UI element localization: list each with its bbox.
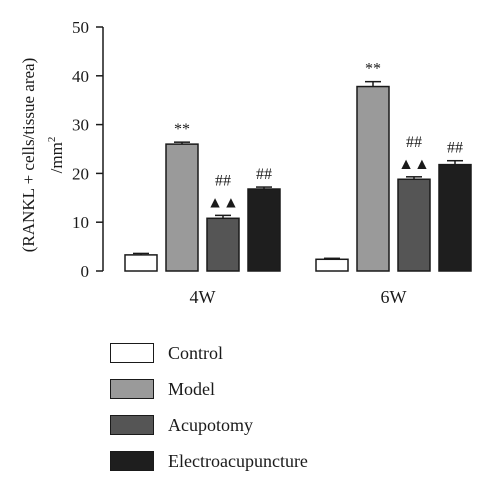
- significance-marker: ##: [215, 172, 231, 189]
- significance-marker: ##: [447, 140, 463, 157]
- y-tick-label: 0: [81, 262, 90, 281]
- y-tick-label: 10: [72, 213, 89, 232]
- legend-label: Control: [168, 342, 224, 363]
- legend-label: Model: [168, 378, 215, 399]
- significance-marker: ▲▲: [207, 194, 239, 211]
- bar-electroacupuncture-6w: [438, 163, 472, 272]
- y-tick-label: 30: [72, 116, 89, 135]
- legend-item: Model: [110, 371, 308, 407]
- legend-label: Acupotomy: [168, 414, 253, 435]
- y-tick-label: 20: [72, 164, 89, 183]
- bar-model-4w: [165, 143, 199, 272]
- y-tick-label: 50: [72, 18, 89, 37]
- legend-label: Electroacupuncture: [168, 450, 308, 471]
- x-category-label: 6W: [381, 287, 407, 307]
- legend-item: Electroacupuncture: [110, 443, 308, 479]
- legend-swatch: [110, 343, 154, 363]
- legend-item: Control: [110, 335, 308, 371]
- significance-marker: **: [174, 121, 190, 138]
- legend-item: Acupotomy: [110, 407, 308, 443]
- bar-acupotomy-6w: [397, 178, 431, 272]
- significance-marker: ▲▲: [398, 156, 430, 173]
- y-axis-label: (RANKL + cells/tissue area): [19, 58, 38, 252]
- y-axis-label-unit: /mm2: [46, 137, 66, 174]
- legend-swatch: [110, 415, 154, 435]
- bar-control-4w: [124, 254, 158, 272]
- significance-marker: ##: [256, 166, 272, 183]
- significance-marker: ##: [406, 134, 422, 151]
- bar-model-6w: [356, 85, 390, 272]
- chart-labels: ** ▲▲ ## ## 4W ** ▲▲ ## ## 6W: [174, 61, 463, 307]
- bar-electroacupuncture-4w: [247, 188, 281, 272]
- legend-swatch: [110, 379, 154, 399]
- legend-swatch: [110, 451, 154, 471]
- chart-bars: [124, 80, 472, 272]
- bar-control-6w: [315, 258, 349, 272]
- chart-axes: 0 10 20 30 40 50: [72, 18, 104, 281]
- chart-legend: Control Model Acupotomy Electroacupuncture: [110, 335, 308, 479]
- y-tick-label: 40: [72, 67, 89, 86]
- bar-chart: 0 10 20 30 40 50 ** ▲▲ ## ## 4W ** ▲▲ ## ## 6W (RANKL …: [19, 18, 472, 307]
- significance-marker: **: [365, 61, 381, 78]
- x-category-label: 4W: [190, 287, 216, 307]
- bar-acupotomy-4w: [206, 217, 240, 272]
